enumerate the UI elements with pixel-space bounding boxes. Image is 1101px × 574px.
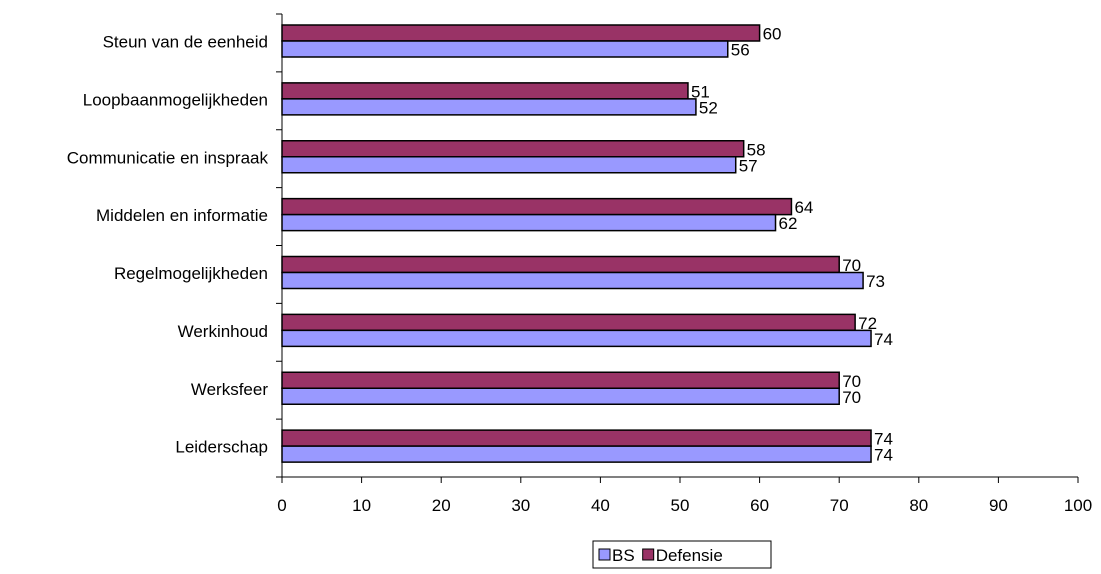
x-tick-label: 30 bbox=[511, 496, 530, 515]
bar-defensie-leiderschap bbox=[281, 429, 872, 447]
bar-defensie-loopbaanmogelijkheden bbox=[281, 82, 689, 100]
bar-bs-steun-van-de-eenheid bbox=[281, 40, 729, 58]
category-label: Werksfeer bbox=[191, 380, 268, 399]
bar-bs-regelmogelijkheden bbox=[281, 271, 864, 290]
category-labels: Steun van de eenheid Loopbaanmogelijkhede… bbox=[67, 33, 269, 457]
bar-bs-werksfeer bbox=[281, 387, 840, 405]
data-label-defensie-communicatie-en-inspraak: 58 bbox=[747, 140, 766, 159]
category-label: Loopbaanmogelijkheden bbox=[83, 90, 268, 109]
legend-label-defensie: Defensie bbox=[656, 546, 723, 565]
x-tick-label: 40 bbox=[591, 496, 610, 515]
category-label: Steun van de eenheid bbox=[103, 33, 268, 52]
data-label-bs-werksfeer: 70 bbox=[842, 388, 861, 407]
data-label-defensie-regelmogelijkheden: 70 bbox=[842, 256, 861, 275]
bar-defensie-regelmogelijkheden bbox=[281, 255, 840, 274]
data-label-bs-loopbaanmogelijkheden: 52 bbox=[699, 98, 718, 117]
bar-bs-middelen-en-informatie bbox=[281, 213, 777, 232]
legend-swatch-bs bbox=[598, 548, 611, 561]
x-tick-label: 70 bbox=[830, 496, 849, 515]
data-label-defensie-loopbaanmogelijkheden: 51 bbox=[691, 82, 710, 101]
x-tick-label: 10 bbox=[352, 496, 371, 515]
bar-defensie-communicatie-en-inspraak bbox=[281, 140, 745, 158]
legend-box bbox=[592, 540, 772, 569]
bar-bs-communicatie-en-inspraak bbox=[281, 156, 737, 174]
x-tick-label: 90 bbox=[989, 496, 1008, 515]
legend-label-bs: BS bbox=[612, 546, 635, 565]
bar-defensie-werksfeer bbox=[281, 371, 840, 389]
category-label: Regelmogelijkheden bbox=[114, 264, 268, 283]
x-tick-label: 60 bbox=[750, 496, 769, 515]
x-tick-label: 100 bbox=[1064, 496, 1092, 515]
x-axis: 0 10 20 30 40 50 60 70 80 90 100 bbox=[277, 476, 1092, 515]
category-label: Communicatie en inspraak bbox=[67, 148, 269, 167]
bar-defensie-steun-van-de-eenheid bbox=[281, 24, 761, 42]
data-label-defensie-werkinhoud: 72 bbox=[858, 314, 877, 333]
x-tick-label: 80 bbox=[909, 496, 928, 515]
data-label-bs-werkinhoud: 74 bbox=[874, 330, 893, 349]
legend-swatch-defensie bbox=[642, 548, 655, 561]
x-tick-label: 0 bbox=[277, 496, 286, 515]
data-label-defensie-middelen-en-informatie: 64 bbox=[794, 198, 813, 217]
x-tick-label: 50 bbox=[671, 496, 690, 515]
bar-bs-loopbaanmogelijkheden bbox=[281, 98, 697, 116]
data-label-bs-communicatie-en-inspraak: 57 bbox=[739, 156, 758, 175]
data-label-bs-leiderschap: 74 bbox=[874, 446, 893, 465]
data-label-defensie-steun-van-de-eenheid: 60 bbox=[763, 25, 782, 44]
bar-bs-leiderschap bbox=[281, 445, 872, 463]
bar-bs-werkinhoud bbox=[281, 329, 872, 348]
legend: BS Defensie bbox=[592, 540, 772, 569]
category-label: Werkinhoud bbox=[178, 322, 268, 341]
data-label-defensie-leiderschap: 74 bbox=[874, 430, 893, 449]
x-tick-label: 20 bbox=[432, 496, 451, 515]
bar-defensie-middelen-en-informatie bbox=[281, 197, 793, 216]
y-axis bbox=[276, 13, 283, 478]
data-label-bs-steun-van-de-eenheid: 56 bbox=[731, 41, 750, 60]
category-label: Middelen en informatie bbox=[96, 206, 268, 225]
data-label-bs-middelen-en-informatie: 62 bbox=[779, 214, 798, 233]
data-label-defensie-werksfeer: 70 bbox=[842, 372, 861, 391]
data-label-bs-regelmogelijkheden: 73 bbox=[866, 272, 885, 291]
bar-defensie-werkinhoud bbox=[281, 313, 856, 332]
category-label: Leiderschap bbox=[175, 438, 268, 457]
